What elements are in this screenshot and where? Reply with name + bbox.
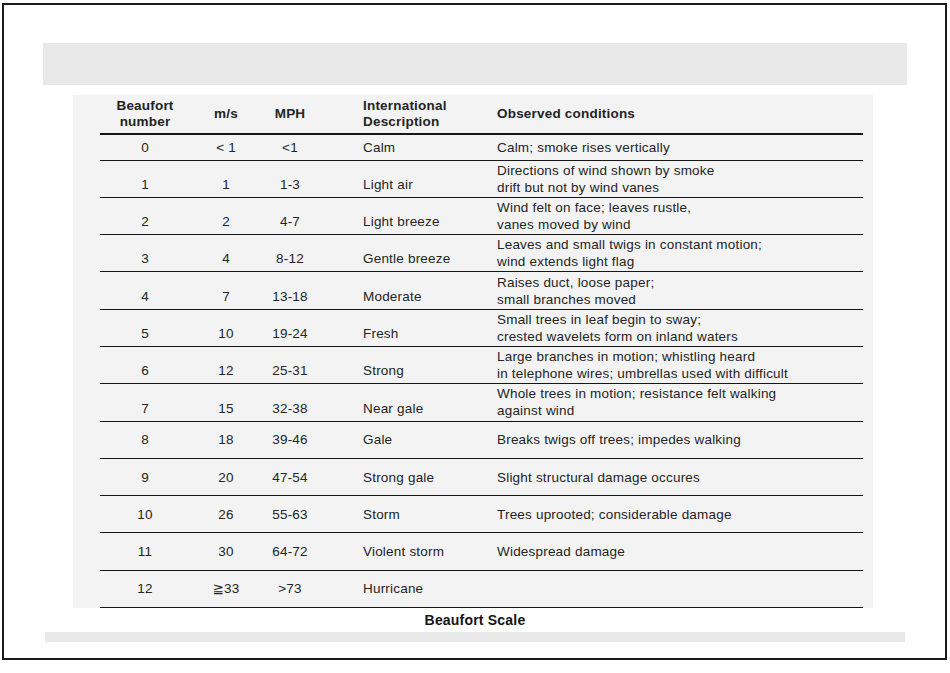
mph-cell: 4-7 bbox=[262, 197, 318, 234]
beaufort-number-cell: 1 bbox=[100, 160, 190, 197]
description-cell: Near gale bbox=[318, 384, 450, 421]
mph-cell: 64-72 bbox=[262, 533, 318, 570]
description-cell: Strong gale bbox=[318, 458, 450, 495]
beaufort-number-cell: 7 bbox=[100, 384, 190, 421]
observed-cell: Leaves and small twigs in constant motio… bbox=[450, 235, 863, 272]
description-cell: Light breeze bbox=[318, 197, 450, 234]
table-row-7: 7 15 32-38 Near gale Whole trees in moti… bbox=[100, 384, 863, 421]
mph-cell: 32-38 bbox=[262, 384, 318, 421]
header-mph: MPH bbox=[262, 95, 318, 134]
ms-cell: < 1 bbox=[190, 134, 262, 160]
observed-cell: Calm; smoke rises vertically bbox=[450, 134, 863, 160]
beaufort-number-cell: 3 bbox=[100, 235, 190, 272]
observed-cell: Breaks twigs off trees; impedes walking bbox=[450, 421, 863, 458]
description-cell: Hurricane bbox=[318, 570, 450, 607]
table-panel: Beaufort number m/s MPH International De… bbox=[73, 95, 873, 608]
observed-cell: Directions of wind shown by smoke drift … bbox=[450, 160, 863, 197]
table-row-6: 6 12 25-31 Strong Large branches in moti… bbox=[100, 346, 863, 383]
observed-cell: Wind felt on face; leaves rustle, vanes … bbox=[450, 197, 863, 234]
header-row: Beaufort number m/s MPH International De… bbox=[100, 95, 863, 134]
mph-cell: 25-31 bbox=[262, 346, 318, 383]
ms-cell: 15 bbox=[190, 384, 262, 421]
observed-cell bbox=[450, 570, 863, 607]
description-cell: Gale bbox=[318, 421, 450, 458]
table-body: 0 < 1 <1 Calm Calm; smoke rises vertical… bbox=[100, 134, 863, 608]
description-cell: Storm bbox=[318, 496, 450, 533]
header-observed: Observed conditions bbox=[450, 95, 863, 134]
ms-cell: 10 bbox=[190, 309, 262, 346]
table-row-12: 12 ≧33 >73 Hurricane bbox=[100, 570, 863, 607]
beaufort-number-cell: 8 bbox=[100, 421, 190, 458]
table-row-3: 3 4 8-12 Gentle breeze Leaves and small … bbox=[100, 235, 863, 272]
table-row-5: 5 10 19-24 Fresh Small trees in leaf beg… bbox=[100, 309, 863, 346]
observed-cell: Small trees in leaf begin to sway; crest… bbox=[450, 309, 863, 346]
mph-cell: >73 bbox=[262, 570, 318, 607]
table-row-2: 2 2 4-7 Light breeze Wind felt on face; … bbox=[100, 197, 863, 234]
beaufort-number-cell: 5 bbox=[100, 309, 190, 346]
observed-cell: Large branches in motion; whistling hear… bbox=[450, 346, 863, 383]
observed-cell: Widespread damage bbox=[450, 533, 863, 570]
header-ms: m/s bbox=[190, 95, 262, 134]
beaufort-number-cell: 2 bbox=[100, 197, 190, 234]
mph-cell: 47-54 bbox=[262, 458, 318, 495]
table-row-9: 9 20 47-54 Strong gale Slight structural… bbox=[100, 458, 863, 495]
table-header: Beaufort number m/s MPH International De… bbox=[100, 95, 863, 134]
ms-cell: 12 bbox=[190, 346, 262, 383]
header-beaufort-number: Beaufort number bbox=[100, 95, 190, 134]
observed-cell: Trees uprooted; considerable damage bbox=[450, 496, 863, 533]
beaufort-number-cell: 0 bbox=[100, 134, 190, 160]
beaufort-number-cell: 4 bbox=[100, 272, 190, 309]
description-cell: Moderate bbox=[318, 272, 450, 309]
description-cell: Strong bbox=[318, 346, 450, 383]
top-accent-bar bbox=[43, 43, 907, 85]
description-cell: Fresh bbox=[318, 309, 450, 346]
table-row-8: 8 18 39-46 Gale Breaks twigs off trees; … bbox=[100, 421, 863, 458]
ms-cell: 18 bbox=[190, 421, 262, 458]
ms-cell: 20 bbox=[190, 458, 262, 495]
beaufort-scale-table: Beaufort number m/s MPH International De… bbox=[100, 95, 863, 608]
description-cell: Gentle breeze bbox=[318, 235, 450, 272]
table-caption: Beaufort Scale bbox=[0, 612, 950, 628]
table-row-1: 1 1 1-3 Light air Directions of wind sho… bbox=[100, 160, 863, 197]
beaufort-number-cell: 9 bbox=[100, 458, 190, 495]
ms-cell: 4 bbox=[190, 235, 262, 272]
bottom-accent-bar bbox=[45, 632, 905, 642]
ms-cell: 2 bbox=[190, 197, 262, 234]
table-row-10: 10 26 55-63 Storm Trees uprooted; consid… bbox=[100, 496, 863, 533]
observed-cell: Whole trees in motion; resistance felt w… bbox=[450, 384, 863, 421]
description-cell: Light air bbox=[318, 160, 450, 197]
mph-cell: 19-24 bbox=[262, 309, 318, 346]
beaufort-number-cell: 6 bbox=[100, 346, 190, 383]
table-row-4: 4 7 13-18 Moderate Raises duct, loose pa… bbox=[100, 272, 863, 309]
mph-cell: <1 bbox=[262, 134, 318, 160]
ms-cell: 1 bbox=[190, 160, 262, 197]
table-row-11: 11 30 64-72 Violent storm Widespread dam… bbox=[100, 533, 863, 570]
mph-cell: 1-3 bbox=[262, 160, 318, 197]
observed-cell: Raises duct, loose paper; small branches… bbox=[450, 272, 863, 309]
beaufort-number-cell: 12 bbox=[100, 570, 190, 607]
mph-cell: 13-18 bbox=[262, 272, 318, 309]
header-description: International Description bbox=[318, 95, 450, 134]
ms-cell: 7 bbox=[190, 272, 262, 309]
ms-cell: 26 bbox=[190, 496, 262, 533]
mph-cell: 8-12 bbox=[262, 235, 318, 272]
description-cell: Calm bbox=[318, 134, 450, 160]
table-row-0: 0 < 1 <1 Calm Calm; smoke rises vertical… bbox=[100, 134, 863, 160]
mph-cell: 39-46 bbox=[262, 421, 318, 458]
ms-cell: ≧33 bbox=[190, 570, 262, 607]
description-cell: Violent storm bbox=[318, 533, 450, 570]
beaufort-number-cell: 11 bbox=[100, 533, 190, 570]
beaufort-number-cell: 10 bbox=[100, 496, 190, 533]
ms-cell: 30 bbox=[190, 533, 262, 570]
observed-cell: Slight structural damage occures bbox=[450, 458, 863, 495]
mph-cell: 55-63 bbox=[262, 496, 318, 533]
